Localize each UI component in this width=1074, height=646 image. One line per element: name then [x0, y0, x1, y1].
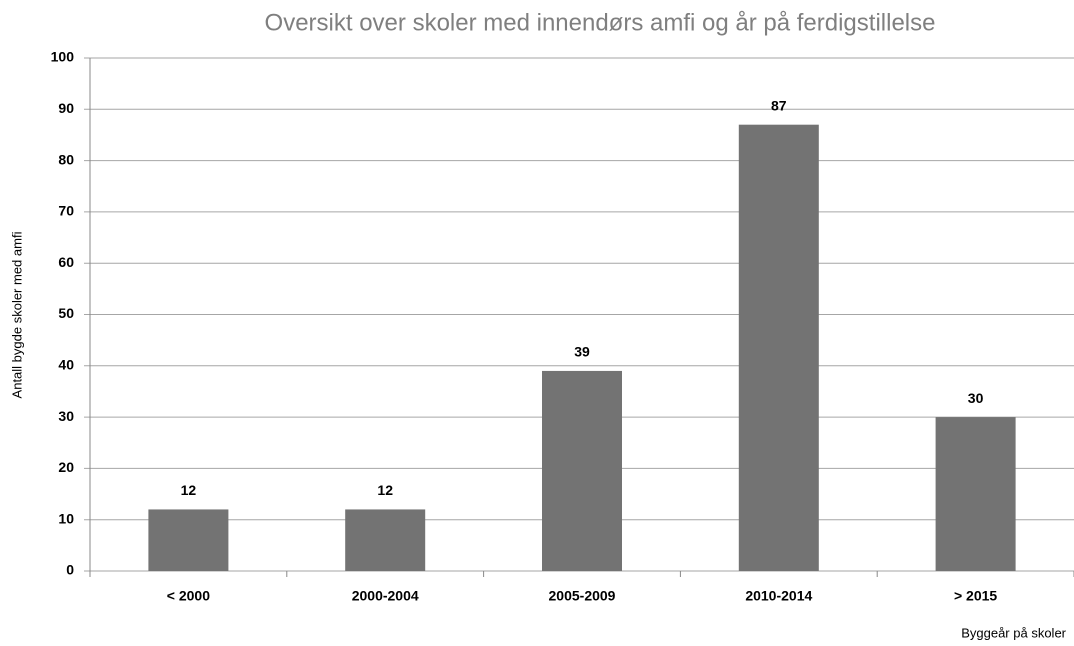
data-label: 39 — [574, 344, 590, 360]
bar — [345, 509, 426, 571]
y-axis-label: Antall bygde skoler med amfi — [9, 231, 24, 398]
y-tick-label: 60 — [58, 254, 74, 270]
x-tick-label: 2010-2014 — [745, 588, 812, 604]
bar — [542, 370, 622, 571]
y-tick-label: 50 — [58, 305, 74, 321]
y-tick-label: 40 — [58, 357, 74, 373]
y-tick-label: 10 — [58, 510, 74, 526]
y-tick-label: 20 — [58, 459, 74, 475]
bar — [148, 509, 229, 571]
y-tick-label: 30 — [58, 408, 74, 424]
data-label: 12 — [377, 482, 393, 498]
x-tick-label: 2000-2004 — [352, 588, 419, 604]
data-label: 12 — [181, 482, 197, 498]
data-label: 87 — [771, 97, 787, 113]
bar — [935, 417, 1016, 571]
y-tick-label: 70 — [58, 203, 74, 219]
x-axis-label: Byggeår på skoler — [961, 625, 1066, 640]
x-tick-label: < 2000 — [167, 588, 210, 604]
data-label: 30 — [968, 390, 984, 406]
chart-title: Oversikt over skoler med innendørs amfi … — [265, 9, 936, 36]
x-tick-label: > 2015 — [954, 588, 997, 604]
x-tick-label: 2005-2009 — [549, 588, 616, 604]
y-tick-label: 100 — [51, 49, 75, 65]
bar — [738, 124, 819, 571]
y-tick-label: 80 — [58, 151, 74, 167]
y-tick-label: 0 — [66, 562, 74, 578]
y-tick-label: 90 — [58, 100, 74, 116]
